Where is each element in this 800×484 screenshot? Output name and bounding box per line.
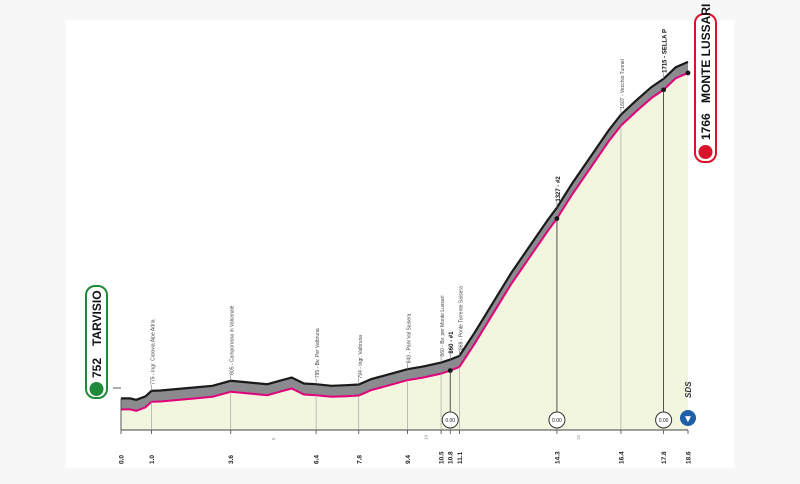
finish-icon	[698, 145, 713, 159]
annotation-label: 1715 - SELLA P	[663, 29, 669, 73]
sprint-arrow-icon: ▼	[683, 414, 693, 425]
start-altitude: 752	[90, 358, 104, 378]
finish-badge: 1766 MONTE LUSSARI	[694, 4, 717, 163]
annotation-label: 869 - Ponte Torrente Saisera	[458, 286, 464, 350]
x-tick-label: 10.5	[439, 451, 446, 464]
x-tick-label: 14.3	[554, 451, 561, 464]
sprint-label: SDS	[684, 381, 693, 398]
finish-point	[685, 70, 691, 76]
time-check-icon	[655, 411, 673, 429]
time-check-label: 0.00	[552, 418, 562, 424]
profile-area	[113, 60, 689, 431]
profile-fill	[121, 72, 688, 431]
x-tick-label: 6.4	[314, 455, 321, 464]
badges: 752 TARVISIO 1766 MONTE LUSSARI ▼ SDS	[85, 4, 717, 426]
x-tick-label: 3.6	[228, 455, 235, 464]
time-check-label: 0.00	[445, 418, 455, 424]
time-check-label: 0.00	[659, 418, 669, 424]
x-tick-label: 0.0	[119, 455, 126, 464]
annotation-labels: 775 - Ingr. Ciclovia Alpe Adria 805 - Cam…	[150, 29, 668, 385]
x-tick-label: 18.6	[686, 451, 693, 464]
start-name: TARVISIO	[90, 290, 104, 346]
minor-tick-label: 5	[271, 437, 276, 440]
x-tick-label: 11.1	[457, 451, 464, 464]
x-tick-label: 17.8	[661, 451, 668, 464]
minor-tick-label: 15	[576, 434, 581, 440]
finish-altitude: 1766	[699, 113, 713, 140]
annotation-label: 840 - Park Val Saisera	[407, 313, 413, 363]
annotation-label: 775 - Ingr. Ciclovia Alpe Adria	[150, 319, 156, 385]
time-check-icon	[548, 411, 566, 429]
profile-outline	[121, 60, 689, 401]
annotation-label: 860 - Bv. per Monte Lussari	[440, 296, 446, 357]
x-tick-label: 10.8	[448, 451, 455, 464]
sprint-icon	[680, 410, 696, 426]
sprint-badge: ▼ SDS	[680, 381, 696, 426]
start-badge-box	[85, 285, 108, 399]
x-tick-label: 16.4	[618, 451, 625, 464]
start-icon	[89, 382, 104, 396]
annotation-label: 805 - Camporosso in Valcanale	[230, 305, 236, 375]
annotation-label: 1607 - Vecchio Tunnel	[620, 59, 626, 108]
annotation-label: 860 - #1	[449, 331, 455, 354]
annotation-label: 794 - Ingr. Valbruna	[358, 335, 364, 379]
minor-tick-label: 10	[423, 434, 428, 440]
x-tick-label: 7.8	[356, 455, 363, 464]
annotation-label: 795 - Bv. Per Valbruna	[315, 328, 321, 378]
time-check-icon	[441, 411, 459, 429]
annotation-label: 1327 - #2	[556, 176, 562, 202]
start-badge: 752 TARVISIO	[85, 285, 108, 399]
x-axis-ticks: 0.0 1.0 3.6 6.4 7.8 9.4 10.5 10.8 11.1 14.3 16.4 17…	[119, 430, 693, 464]
x-tick-label: 9.4	[405, 455, 412, 464]
profile-points: 0.00 0.00 0.00	[441, 70, 691, 429]
x-tick-label: 1.0	[149, 455, 156, 464]
finish-badge-box	[694, 13, 717, 163]
profile-line	[121, 71, 689, 412]
finish-name: MONTE LUSSARI	[699, 4, 713, 103]
